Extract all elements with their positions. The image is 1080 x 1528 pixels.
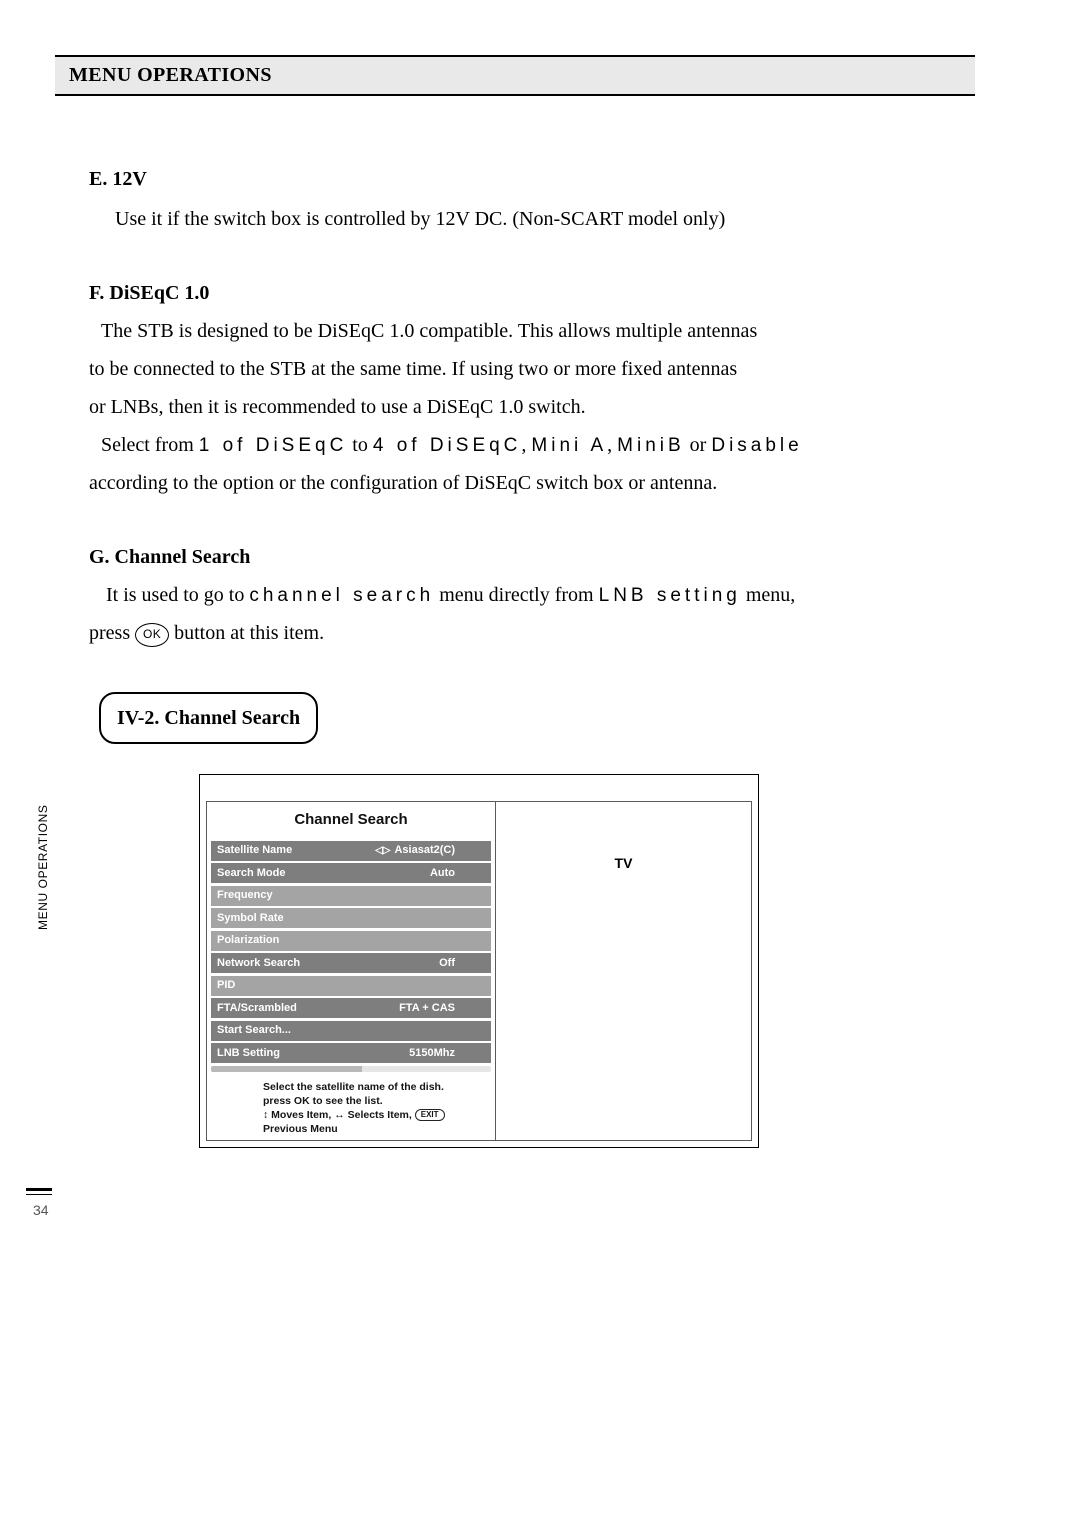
text: , bbox=[607, 434, 617, 456]
osd-row-pid: PID bbox=[211, 976, 491, 996]
section-e-body: Use it if the switch box is controlled b… bbox=[89, 200, 965, 238]
osd-row-label: Satellite Name bbox=[217, 840, 375, 861]
text: or bbox=[685, 434, 712, 456]
left-right-arrows-icon: ◁▷ bbox=[375, 841, 394, 860]
osd-row-label: Frequency bbox=[217, 885, 485, 906]
section-g-heading: G. Channel Search bbox=[89, 538, 965, 576]
osd-tv-label: TV bbox=[615, 850, 633, 877]
section-g-line1: It is used to go to channel search menu … bbox=[89, 576, 965, 614]
osd-row-value: 5150Mhz bbox=[409, 1043, 485, 1064]
exit-button-icon: EXIT bbox=[415, 1109, 445, 1121]
section-f-line5: according to the option or the configura… bbox=[89, 464, 965, 502]
side-rule bbox=[26, 1194, 52, 1195]
page: MENU OPERATIONS E. 12V Use it if the swi… bbox=[55, 55, 975, 1148]
osd-title: Channel Search bbox=[207, 802, 495, 841]
osd-row-start-search[interactable]: Start Search... bbox=[211, 1021, 491, 1041]
osd-row-lnb-setting[interactable]: LNB Setting 5150Mhz bbox=[211, 1043, 491, 1063]
osd-row-label: Symbol Rate bbox=[217, 908, 485, 929]
section-f-heading: F. DiSEqC 1.0 bbox=[89, 274, 965, 312]
mono: 1 of DiSEqC bbox=[199, 435, 348, 456]
mono: 4 of DiSEqC bbox=[373, 435, 522, 456]
osd-row-label: PID bbox=[217, 975, 485, 996]
page-number: 34 bbox=[33, 1202, 49, 1218]
osd-row-label: Start Search... bbox=[217, 1020, 485, 1041]
osd-row-label: Search Mode bbox=[217, 863, 430, 884]
section-f-line4: Select from 1 of DiSEqC to 4 of DiSEqC, … bbox=[89, 426, 965, 464]
side-rule bbox=[26, 1188, 52, 1191]
section-g-line2: press OK button at this item. bbox=[89, 614, 965, 652]
text: , bbox=[521, 434, 531, 456]
osd-row-satellite-name[interactable]: Satellite Name ◁▷ Asiasat2(C) bbox=[211, 841, 491, 861]
osd-row-symbol-rate: Symbol Rate bbox=[211, 908, 491, 928]
side-label: MENU OPERATIONS bbox=[36, 730, 54, 950]
text: menu directly from bbox=[434, 584, 598, 606]
mono: Mini A bbox=[531, 435, 607, 456]
text: ↕ Moves Item, ↔ Selects Item, bbox=[263, 1109, 415, 1121]
header-bar: MENU OPERATIONS bbox=[55, 55, 975, 96]
page-header-title: MENU OPERATIONS bbox=[55, 57, 975, 94]
mono: Disable bbox=[711, 435, 802, 456]
osd-row-search-mode[interactable]: Search Mode Auto bbox=[211, 863, 491, 883]
osd: Channel Search Satellite Name ◁▷ Asiasat… bbox=[200, 775, 758, 1147]
mono: MiniB bbox=[617, 435, 685, 456]
text: button at this item. bbox=[174, 622, 324, 644]
osd-row-label: FTA/Scrambled bbox=[217, 998, 399, 1019]
content: E. 12V Use it if the switch box is contr… bbox=[55, 96, 975, 1148]
osd-hint-line1: Select the satellite name of the dish. bbox=[263, 1080, 489, 1094]
osd-menu-panel: Channel Search Satellite Name ◁▷ Asiasat… bbox=[206, 801, 496, 1141]
osd-row-label: LNB Setting bbox=[217, 1043, 409, 1064]
section-e-heading: E. 12V bbox=[89, 160, 965, 198]
section-iv2-pill: IV-2. Channel Search bbox=[99, 692, 318, 744]
osd-row-label: Polarization bbox=[217, 930, 485, 951]
osd-preview-panel: TV bbox=[496, 801, 752, 1141]
osd-row-label: Network Search bbox=[217, 953, 439, 974]
osd-hint: Select the satellite name of the dish. p… bbox=[207, 1072, 495, 1141]
text: Select from bbox=[101, 434, 199, 456]
text: The STB is designed to be DiSEqC 1.0 com… bbox=[101, 320, 757, 342]
osd-row-frequency: Frequency bbox=[211, 886, 491, 906]
text: Previous Menu bbox=[263, 1123, 338, 1135]
section-f-line3: or LNBs, then it is recommended to use a… bbox=[89, 388, 965, 426]
osd-row-fta-scrambled[interactable]: FTA/Scrambled FTA + CAS bbox=[211, 998, 491, 1018]
osd-row-polarization: Polarization bbox=[211, 931, 491, 951]
text: to bbox=[347, 434, 373, 456]
mono: LNB setting bbox=[599, 585, 741, 606]
side-label-text: MENU OPERATIONS bbox=[36, 805, 50, 930]
osd-row-value: Auto bbox=[430, 863, 485, 884]
osd-hint-line2: press OK to see the list. bbox=[263, 1094, 489, 1108]
mono: channel search bbox=[249, 585, 434, 606]
osd-row-value: Asiasat2(C) bbox=[394, 840, 485, 861]
ok-button-icon: OK bbox=[135, 623, 169, 647]
osd-row-network-search[interactable]: Network Search Off bbox=[211, 953, 491, 973]
text: It is used to go to bbox=[106, 584, 249, 606]
text: press bbox=[89, 622, 135, 644]
text: menu, bbox=[741, 584, 795, 606]
osd-hint-line3: ↕ Moves Item, ↔ Selects Item, EXIT Previo… bbox=[263, 1108, 489, 1136]
section-f-line1: The STB is designed to be DiSEqC 1.0 com… bbox=[89, 312, 965, 350]
osd-row-value: FTA + CAS bbox=[399, 998, 485, 1019]
osd-screenshot: Channel Search Satellite Name ◁▷ Asiasat… bbox=[199, 774, 759, 1148]
osd-row-value: Off bbox=[439, 953, 485, 974]
section-f-line2: to be connected to the STB at the same t… bbox=[89, 350, 965, 388]
